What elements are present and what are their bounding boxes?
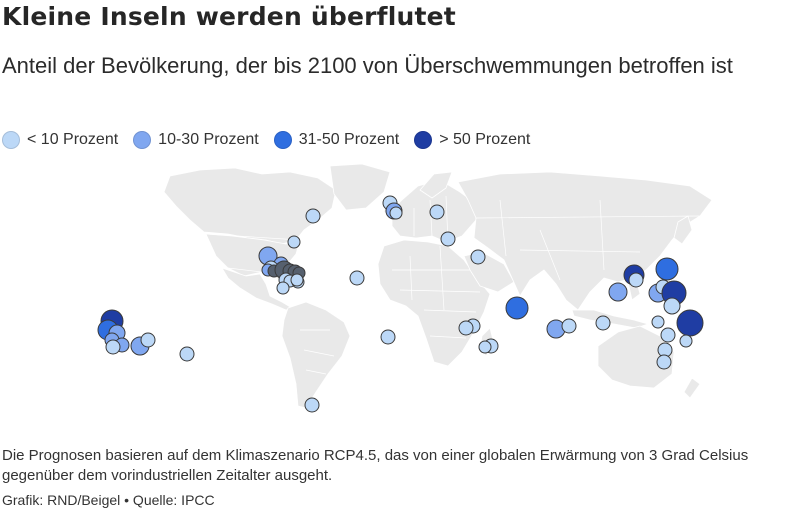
- chart-subtitle: Anteil der Bevölkerung, der bis 2100 von…: [2, 53, 733, 78]
- island-marker: [470, 249, 486, 265]
- island-marker: [290, 273, 304, 287]
- landmass-indonesia: [571, 309, 649, 329]
- world-map: [97, 163, 713, 413]
- island-marker: [478, 340, 492, 354]
- island-marker: [660, 327, 676, 343]
- legend: < 10 Prozent 10-30 Prozent 31-50 Prozent…: [2, 129, 545, 151]
- island-marker: [349, 270, 365, 286]
- legend-label-10-30: 10-30 Prozent: [158, 131, 259, 148]
- landmass-new-zealand: [683, 377, 701, 399]
- legend-swatch-10-30: [133, 131, 152, 149]
- legend-item-31-50: 31-50 Prozent: [273, 131, 400, 149]
- island-marker: [595, 315, 611, 331]
- legend-swatch-gt50: [414, 131, 433, 149]
- land-layer: [163, 163, 713, 409]
- island-marker: [440, 231, 456, 247]
- island-marker: [608, 282, 628, 302]
- island-marker: [140, 332, 156, 348]
- landmass-scandinavia: [419, 171, 453, 199]
- legend-item-gt50: > 50 Prozent: [414, 131, 530, 149]
- island-marker: [561, 318, 577, 334]
- chart-title: Kleine Inseln werden überflutet: [2, 2, 456, 31]
- landmass-north-america-north: [163, 167, 337, 245]
- island-marker: [287, 235, 301, 249]
- island-marker: [679, 334, 693, 348]
- border-africa: [392, 245, 481, 339]
- island-marker: [656, 354, 672, 370]
- landmass-australia: [597, 325, 675, 389]
- island-marker: [505, 296, 529, 320]
- island-marker: [628, 272, 644, 288]
- landmass-asia: [457, 171, 713, 311]
- island-marker: [276, 281, 290, 295]
- landmass-south-america: [281, 301, 351, 409]
- border-south-america: [300, 329, 335, 375]
- island-marker: [676, 309, 704, 337]
- legend-label-gt50: > 50 Prozent: [439, 131, 531, 148]
- island-marker: [304, 397, 320, 413]
- island-marker: [179, 346, 195, 362]
- border-asia: [475, 199, 701, 281]
- border-usa-mexico: [227, 267, 263, 273]
- legend-swatch-31-50: [273, 131, 292, 149]
- country-borders: [205, 195, 701, 375]
- footnote: Die Prognosen basieren auf dem Klimaszen…: [2, 447, 749, 484]
- landmass-japan: [673, 215, 693, 245]
- island-markers: [97, 195, 704, 413]
- island-marker: [389, 206, 403, 220]
- landmass-greenland: [329, 163, 391, 211]
- legend-item-10-30: 10-30 Prozent: [133, 131, 259, 149]
- border-canada-usa: [205, 233, 301, 241]
- island-marker: [458, 320, 474, 336]
- island-marker: [305, 208, 321, 224]
- island-marker: [380, 329, 396, 345]
- source-credit: Grafik: RND/Beigel • Quelle: IPCC: [2, 492, 215, 508]
- legend-item-lt10: < 10 Prozent: [2, 131, 118, 149]
- legend-swatch-lt10: [2, 131, 20, 149]
- island-marker: [655, 257, 679, 281]
- legend-label-lt10: < 10 Prozent: [27, 131, 119, 148]
- island-marker: [663, 297, 681, 315]
- legend-label-31-50: 31-50 Prozent: [298, 131, 400, 148]
- island-marker: [105, 339, 121, 355]
- island-marker: [651, 315, 665, 329]
- island-marker: [429, 204, 445, 220]
